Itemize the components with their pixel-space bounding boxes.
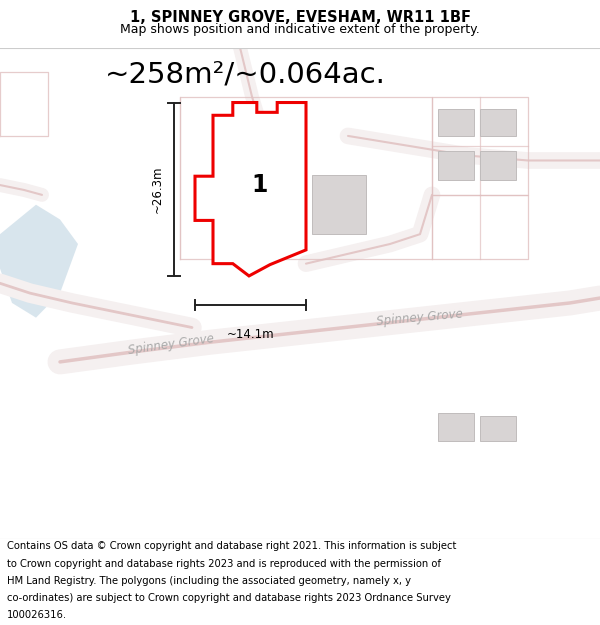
Text: Map shows position and indicative extent of the property.: Map shows position and indicative extent… [120, 22, 480, 36]
Bar [312, 175, 366, 234]
Polygon shape [0, 205, 78, 318]
Text: ~26.3m: ~26.3m [151, 166, 164, 213]
Text: 1: 1 [251, 173, 268, 197]
Text: Spinney Grove: Spinney Grove [376, 308, 464, 328]
Text: ~258m²/~0.064ac.: ~258m²/~0.064ac. [105, 61, 386, 89]
Bar [480, 109, 516, 136]
Text: co-ordinates) are subject to Crown copyright and database rights 2023 Ordnance S: co-ordinates) are subject to Crown copyr… [7, 593, 451, 603]
Polygon shape [195, 102, 306, 276]
Text: to Crown copyright and database rights 2023 and is reproduced with the permissio: to Crown copyright and database rights 2… [7, 559, 441, 569]
Text: Spinney Grove: Spinney Grove [127, 332, 215, 357]
Bar [438, 414, 474, 441]
Text: HM Land Registry. The polygons (including the associated geometry, namely x, y: HM Land Registry. The polygons (includin… [7, 576, 411, 586]
Text: ~14.1m: ~14.1m [227, 328, 274, 341]
Bar [438, 109, 474, 136]
Bar [480, 151, 516, 180]
Bar [438, 151, 474, 180]
Bar [221, 161, 298, 248]
Text: Contains OS data © Crown copyright and database right 2021. This information is : Contains OS data © Crown copyright and d… [7, 541, 457, 551]
Bar [480, 416, 516, 441]
Text: 100026316.: 100026316. [7, 611, 67, 621]
Text: 1, SPINNEY GROVE, EVESHAM, WR11 1BF: 1, SPINNEY GROVE, EVESHAM, WR11 1BF [130, 9, 470, 24]
